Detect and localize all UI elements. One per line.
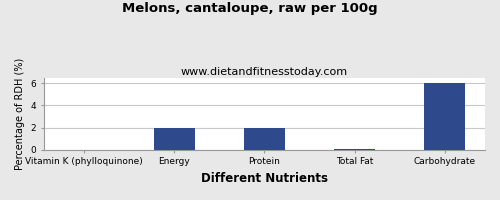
Y-axis label: Percentage of RDH (%): Percentage of RDH (%) [15, 58, 25, 170]
Bar [334, 149, 375, 150]
Title: www.dietandfitnesstoday.com: www.dietandfitnesstoday.com [181, 67, 348, 77]
Bar [244, 128, 284, 150]
Text: Melons, cantaloupe, raw per 100g: Melons, cantaloupe, raw per 100g [122, 2, 378, 15]
X-axis label: Different Nutrients: Different Nutrients [201, 172, 328, 185]
Bar [154, 128, 194, 150]
Bar [424, 83, 465, 150]
